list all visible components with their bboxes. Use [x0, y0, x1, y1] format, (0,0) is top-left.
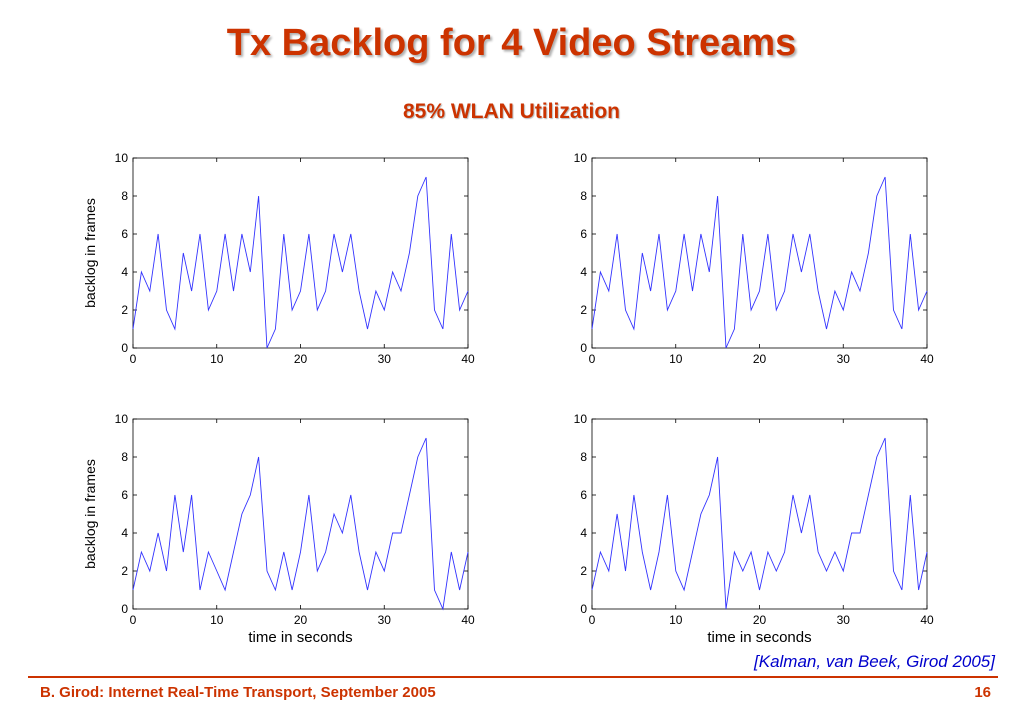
y-tick-label: 10 — [574, 412, 588, 426]
x-tick-label: 10 — [210, 613, 224, 627]
backlog-series-line — [591, 437, 928, 610]
y-tick-label: 8 — [580, 450, 587, 464]
chart-panel-1: 0 2 4 6 8 10 0 10 20 30 40 backlog in frames — [82, 151, 475, 366]
x-tick-label: 0 — [589, 613, 596, 627]
y-tick-label: 6 — [580, 227, 587, 241]
footer-credit: B. Girod: Internet Real-Time Transport, … — [40, 684, 436, 701]
y-tick-label: 4 — [121, 265, 128, 279]
y-tick-label: 2 — [580, 303, 587, 317]
x-tick-label: 30 — [837, 613, 851, 627]
x-tick-label: 0 — [589, 352, 596, 366]
y-tick-label: 2 — [121, 564, 128, 578]
footer-divider — [28, 676, 998, 678]
y-tick-label: 6 — [121, 488, 128, 502]
y-tick-label: 10 — [115, 151, 129, 165]
y-tick-label: 6 — [121, 227, 128, 241]
slide-subtitle: 85% WLAN Utilization — [402, 100, 620, 123]
x-tick-label: 30 — [378, 613, 392, 627]
backlog-series-line — [132, 437, 469, 611]
slide-title: Tx Backlog for 4 Video Streams — [226, 22, 797, 64]
y-tick-label: 8 — [580, 189, 587, 203]
y-tick-label: 0 — [121, 602, 128, 616]
x-tick-label: 40 — [461, 352, 475, 366]
x-tick-label: 30 — [378, 352, 392, 366]
x-axis-label: time in seconds — [707, 629, 811, 646]
y-tick-label: 4 — [580, 265, 587, 279]
y-tick-label: 2 — [580, 564, 587, 578]
y-tick-label: 4 — [580, 526, 587, 540]
x-tick-label: 20 — [753, 613, 767, 627]
y-tick-label: 8 — [121, 450, 128, 464]
x-tick-label: 0 — [130, 352, 137, 366]
chart-panel-3: 0 2 4 6 8 10 0 10 20 30 40 backlog in frames time in… — [82, 412, 475, 646]
y-tick-label: 10 — [574, 151, 588, 165]
y-tick-label: 10 — [115, 412, 129, 426]
x-tick-label: 10 — [669, 613, 683, 627]
x-tick-label: 40 — [920, 613, 934, 627]
page-number: 16 — [974, 684, 991, 701]
x-tick-label: 30 — [837, 352, 851, 366]
x-axis-label: time in seconds — [248, 629, 352, 646]
y-tick-label: 6 — [580, 488, 587, 502]
x-tick-label: 0 — [130, 613, 137, 627]
backlog-series-line — [132, 176, 469, 349]
y-tick-label: 2 — [121, 303, 128, 317]
x-tick-label: 10 — [210, 352, 224, 366]
plot-frame — [132, 418, 469, 610]
x-tick-label: 20 — [753, 352, 767, 366]
y-tick-label: 0 — [121, 341, 128, 355]
x-tick-label: 40 — [461, 613, 475, 627]
x-tick-label: 40 — [920, 352, 934, 366]
citation: [Kalman, van Beek, Girod 2005] — [754, 652, 995, 671]
x-tick-label: 10 — [669, 352, 683, 366]
plot-frame — [591, 418, 928, 610]
y-tick-label: 0 — [580, 341, 587, 355]
y-tick-label: 4 — [121, 526, 128, 540]
x-tick-label: 20 — [294, 352, 308, 366]
backlog-series-line — [591, 176, 928, 349]
chart-panel-2: 0 2 4 6 8 10 0 10 20 30 40 — [574, 151, 934, 366]
y-tick-label: 8 — [121, 189, 128, 203]
x-tick-label: 20 — [294, 613, 308, 627]
y-axis-label: backlog in frames — [82, 459, 98, 569]
y-tick-label: 0 — [580, 602, 587, 616]
chart-panel-4: 0 2 4 6 8 10 0 10 20 30 40 time in seconds — [574, 412, 934, 646]
y-axis-label: backlog in frames — [82, 198, 98, 308]
